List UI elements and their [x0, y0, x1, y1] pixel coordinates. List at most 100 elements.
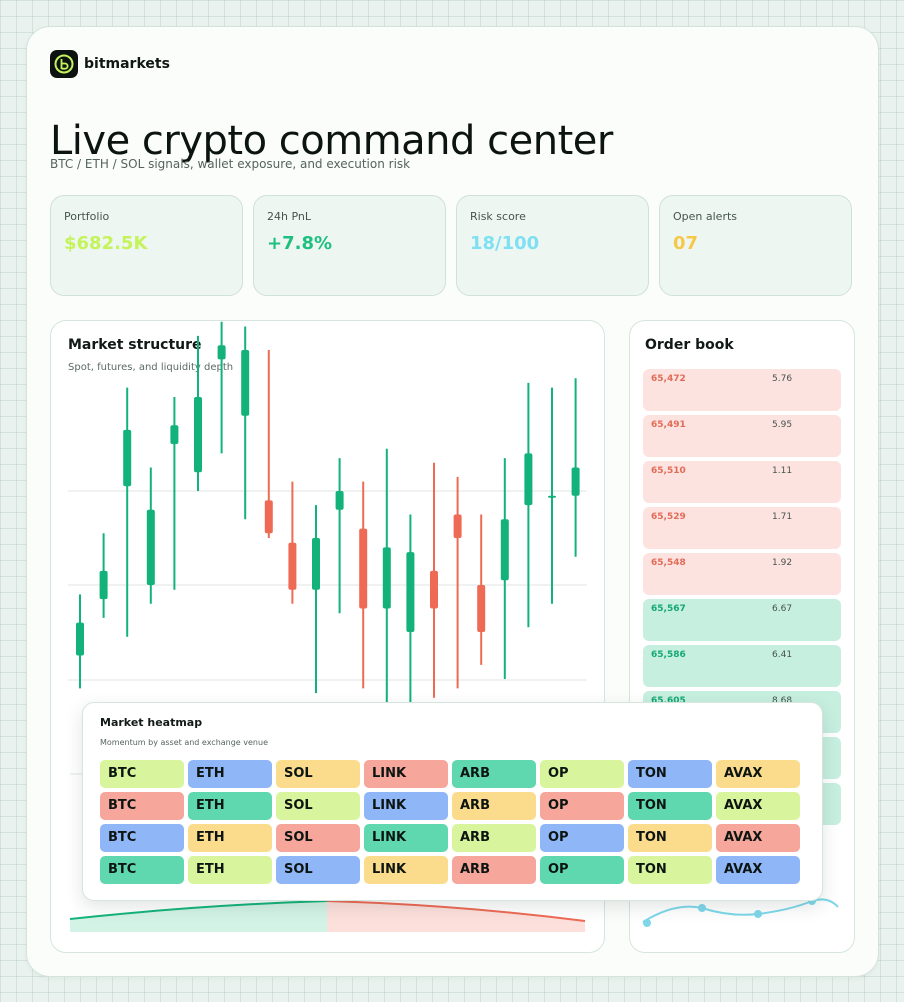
- candle-body: [170, 425, 179, 444]
- candle[interactable]: [335, 458, 344, 614]
- heatmap-cell[interactable]: AVAX: [716, 792, 800, 820]
- heatmap-cell[interactable]: AVAX: [716, 824, 800, 852]
- candle-body: [430, 570, 438, 609]
- heatmap-cell[interactable]: SOL: [276, 856, 360, 884]
- order-book-row[interactable]: 65,548 1.92: [643, 553, 841, 595]
- candle[interactable]: [241, 326, 250, 520]
- kpi-value: $682.5K: [64, 233, 148, 254]
- heatmap-cell[interactable]: SOL: [276, 792, 360, 820]
- bitmarkets-logo-icon[interactable]: [50, 50, 78, 78]
- heatmap-cell[interactable]: OP: [540, 856, 624, 884]
- candle[interactable]: [359, 481, 368, 689]
- order-price: 65,472: [651, 374, 686, 384]
- heatmap-cell[interactable]: AVAX: [716, 856, 800, 884]
- candle-body: [123, 429, 132, 487]
- candle-body: [453, 514, 462, 538]
- candle[interactable]: [524, 382, 533, 628]
- bid-depth-line: [69, 900, 328, 920]
- kpi-card-open-alerts[interactable]: Open alerts 07: [659, 195, 852, 296]
- candle[interactable]: [430, 462, 438, 698]
- kpi-card-pnl[interactable]: 24h PnL +7.8%: [253, 195, 446, 296]
- candle-body: [76, 622, 84, 656]
- brand-name[interactable]: bitmarkets: [84, 56, 170, 72]
- heatmap-cell[interactable]: ETH: [188, 792, 272, 820]
- candle-body: [241, 350, 250, 416]
- heatmap-cell[interactable]: ARB: [452, 792, 536, 820]
- order-book-row[interactable]: 65,472 5.76: [643, 369, 841, 411]
- sparkline-point: [754, 910, 762, 918]
- heatmap-cell[interactable]: OP: [540, 824, 624, 852]
- candle[interactable]: [264, 350, 273, 538]
- heatmap-cell[interactable]: SOL: [276, 760, 360, 788]
- heatmap-cell[interactable]: TON: [628, 856, 712, 884]
- candle[interactable]: [99, 533, 108, 618]
- heatmap-cell[interactable]: LINK: [364, 792, 448, 820]
- candle[interactable]: [477, 514, 486, 665]
- order-book-row[interactable]: 65,510 1.11: [643, 461, 841, 503]
- order-book-row[interactable]: 65,567 6.67: [643, 599, 841, 641]
- candle[interactable]: [571, 378, 580, 557]
- page-title: Live crypto command center: [50, 118, 613, 164]
- candle[interactable]: [453, 476, 462, 689]
- sparkline-point: [643, 919, 651, 927]
- candle-body: [99, 570, 108, 600]
- heatmap-cell[interactable]: LINK: [364, 824, 448, 852]
- heatmap-cell[interactable]: BTC: [100, 792, 184, 820]
- kpi-value: 07: [673, 233, 699, 254]
- heatmap-cell[interactable]: ARB: [452, 760, 536, 788]
- order-price: 65,548: [651, 558, 686, 568]
- heatmap-cell[interactable]: ETH: [188, 824, 272, 852]
- candle[interactable]: [170, 397, 179, 590]
- market-structure-subtitle: Spot, futures, and liquidity depth: [68, 362, 234, 373]
- heatmap-cell[interactable]: LINK: [364, 856, 448, 884]
- candle[interactable]: [406, 514, 415, 736]
- heatmap-cell[interactable]: BTC: [100, 760, 184, 788]
- candle[interactable]: [548, 387, 556, 604]
- order-price: 65,586: [651, 650, 686, 660]
- heatmap-cell[interactable]: TON: [628, 792, 712, 820]
- order-price: 65,510: [651, 466, 686, 476]
- candle-body: [146, 509, 155, 585]
- heatmap-cell[interactable]: ETH: [188, 856, 272, 884]
- order-size: 5.95: [772, 420, 793, 430]
- heatmap-cell[interactable]: ARB: [452, 856, 536, 884]
- heatmap-cell[interactable]: TON: [628, 760, 712, 788]
- kpi-card-portfolio[interactable]: Portfolio $682.5K: [50, 195, 243, 296]
- order-book-row[interactable]: 65,586 6.41: [643, 645, 841, 687]
- order-book-row[interactable]: 65,529 1.71: [643, 507, 841, 549]
- candle-body: [312, 538, 320, 590]
- heatmap-cell[interactable]: AVAX: [716, 760, 800, 788]
- order-size: 6.67: [772, 604, 793, 614]
- candle[interactable]: [500, 458, 509, 679]
- kpi-label: Open alerts: [673, 210, 738, 223]
- candle-body: [477, 585, 486, 632]
- heatmap-cell[interactable]: ETH: [188, 760, 272, 788]
- kpi-label: 24h PnL: [267, 210, 312, 223]
- order-price: 65,491: [651, 420, 686, 430]
- heatmap-cell[interactable]: OP: [540, 792, 624, 820]
- candle-body: [382, 547, 391, 609]
- kpi-card-risk-score[interactable]: Risk score 18/100: [456, 195, 649, 296]
- kpi-label: Portfolio: [64, 210, 110, 223]
- heatmap-cell[interactable]: OP: [540, 760, 624, 788]
- heatmap-cell[interactable]: ARB: [452, 824, 536, 852]
- candle-body: [264, 500, 273, 534]
- heatmap-cell[interactable]: TON: [628, 824, 712, 852]
- candle[interactable]: [194, 335, 202, 491]
- candle[interactable]: [146, 467, 155, 604]
- heatmap-cell[interactable]: SOL: [276, 824, 360, 852]
- heatmap-cell[interactable]: BTC: [100, 856, 184, 884]
- candle[interactable]: [123, 387, 132, 637]
- heatmap-cell[interactable]: BTC: [100, 824, 184, 852]
- candle[interactable]: [288, 481, 297, 604]
- candle-body: [500, 519, 509, 581]
- candle[interactable]: [217, 321, 226, 454]
- candle-body: [406, 552, 415, 632]
- order-size: 8.68: [772, 696, 793, 706]
- candle[interactable]: [382, 448, 391, 708]
- candle[interactable]: [76, 594, 84, 689]
- candle[interactable]: [312, 505, 320, 694]
- order-book-row[interactable]: 65,491 5.95: [643, 415, 841, 457]
- heatmap-cell[interactable]: LINK: [364, 760, 448, 788]
